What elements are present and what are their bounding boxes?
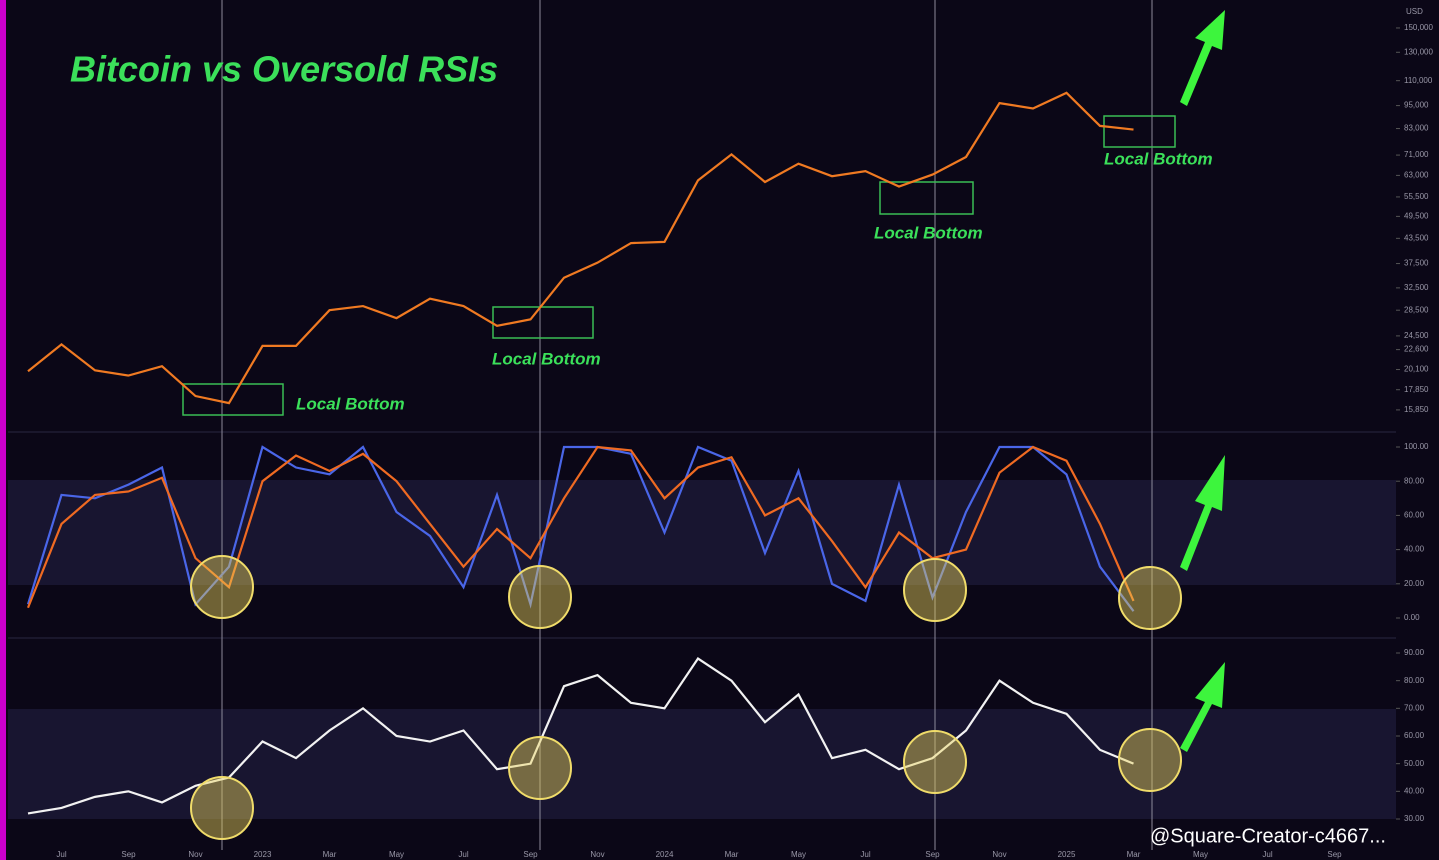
x-tick-label: Jul — [458, 850, 468, 859]
bottom-box — [182, 383, 284, 416]
watermark: @Square-Creator-c4667... — [1150, 825, 1386, 847]
series-line — [27, 657, 1134, 815]
highlight — [903, 730, 967, 794]
highlight — [190, 555, 254, 619]
x-tick-label: 2023 — [254, 850, 272, 859]
highlight — [508, 736, 572, 800]
edge — [0, 0, 6, 860]
y-tick-label: 17,850 — [1404, 385, 1429, 394]
bottom-box — [492, 306, 594, 339]
y-tick-label: 110,000 — [1404, 76, 1433, 85]
y-tick-label: 50.00 — [1404, 759, 1425, 768]
highlight — [1118, 566, 1182, 630]
arrow — [1180, 662, 1225, 752]
y-tick-label: 22,600 — [1404, 345, 1429, 354]
y-tick-label: 37,500 — [1404, 259, 1429, 268]
highlight — [508, 565, 572, 629]
y-tick-label: 15,850 — [1404, 405, 1429, 414]
x-tick-label: Sep — [121, 850, 136, 859]
x-tick-label: Sep — [523, 850, 538, 859]
arrow — [1180, 10, 1225, 106]
x-tick-label: Mar — [1127, 850, 1141, 859]
y-tick-label: 150,000 — [1404, 23, 1433, 32]
bottom-box — [1103, 115, 1176, 148]
y-tick-label: 20,100 — [1404, 365, 1429, 374]
x-tick-label: Mar — [323, 850, 337, 859]
y-tick-label: 71,000 — [1404, 150, 1429, 159]
y-tick-label: 100.00 — [1404, 442, 1429, 451]
y-tick-label: 95,000 — [1404, 101, 1429, 110]
unit-label: USD — [1406, 7, 1423, 16]
y-tick-label: 0.00 — [1404, 613, 1420, 622]
y-tick-label: 60.00 — [1404, 511, 1425, 520]
y-tick-label: 30.00 — [1404, 814, 1425, 823]
y-tick-label: 130,000 — [1404, 47, 1433, 56]
y-tick-label: 80.00 — [1404, 676, 1425, 685]
y-tick-label: 40.00 — [1404, 545, 1425, 554]
bottom-box — [879, 181, 974, 215]
annotation: Local Bottom — [874, 223, 983, 242]
y-tick-label: 32,500 — [1404, 283, 1429, 292]
arrow — [1180, 455, 1225, 571]
y-tick-label: 60.00 — [1404, 731, 1425, 740]
y-tick-label: 40.00 — [1404, 786, 1425, 795]
x-tick-label: Nov — [188, 850, 202, 859]
x-tick-label: Nov — [992, 850, 1006, 859]
x-tick-label: Sep — [925, 850, 940, 859]
series-line — [26, 445, 1135, 609]
highlight — [190, 776, 254, 840]
y-tick-label: 43,500 — [1404, 233, 1429, 242]
y-tick-label: 83,000 — [1404, 124, 1429, 133]
highlight — [903, 558, 967, 622]
x-tick-label: Nov — [590, 850, 604, 859]
x-tick-label: Mar — [725, 850, 739, 859]
y-tick-label: 55,500 — [1404, 192, 1429, 201]
x-tick-label: May — [389, 850, 404, 859]
x-tick-label: 2025 — [1058, 850, 1076, 859]
y-tick-label: 28,500 — [1404, 305, 1429, 314]
x-tick-label: May — [791, 850, 806, 859]
y-tick-label: 49,500 — [1404, 211, 1429, 220]
y-tick-label: 20.00 — [1404, 579, 1425, 588]
x-tick-label: 2024 — [656, 850, 674, 859]
highlight — [1118, 728, 1182, 792]
band — [8, 709, 1396, 819]
y-tick-label: 63,000 — [1404, 171, 1429, 180]
y-tick-label: 80.00 — [1404, 476, 1425, 485]
annotation: Local Bottom — [1104, 149, 1213, 168]
x-tick-label: May — [1193, 850, 1208, 859]
y-tick-label: 70.00 — [1404, 703, 1425, 712]
annotation: Local Bottom — [492, 349, 601, 368]
y-tick-label: 90.00 — [1404, 648, 1425, 657]
x-tick-label: Sep — [1327, 850, 1342, 859]
annotation: Local Bottom — [296, 394, 405, 413]
chart-title: Bitcoin vs Oversold RSIs — [70, 49, 498, 90]
x-tick-label: Jul — [56, 850, 66, 859]
x-tick-label: Jul — [860, 850, 870, 859]
x-tick-label: Jul — [1262, 850, 1272, 859]
y-tick-label: 24,500 — [1404, 331, 1429, 340]
series-line — [27, 91, 1134, 405]
